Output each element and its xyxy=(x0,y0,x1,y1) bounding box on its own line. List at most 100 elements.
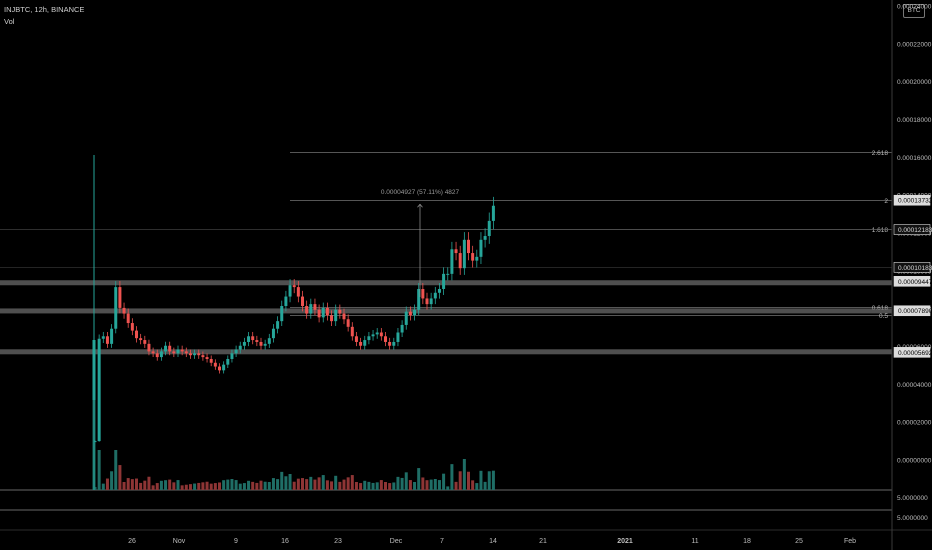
candle-body xyxy=(417,288,421,310)
price-label-box xyxy=(893,194,931,206)
volume-bar xyxy=(359,483,363,490)
volume-bar xyxy=(255,482,259,490)
x-tick-label: 2021 xyxy=(617,538,633,545)
candle-body xyxy=(230,353,234,359)
candle-body xyxy=(172,351,176,354)
volume-bar xyxy=(193,483,197,490)
volume-bar xyxy=(205,481,209,490)
candle-body xyxy=(475,256,479,261)
candle-body xyxy=(105,336,109,344)
candle-body xyxy=(280,306,284,322)
candle-body xyxy=(151,351,155,354)
volume-bar xyxy=(130,479,134,490)
x-tick-label: 18 xyxy=(743,538,751,545)
volume-bar xyxy=(334,475,338,490)
candle-body xyxy=(213,362,217,367)
candle-body xyxy=(168,345,172,352)
volume-bar xyxy=(172,482,176,490)
volume-bar xyxy=(305,479,309,490)
volume-bar xyxy=(384,482,387,490)
candle-body xyxy=(93,441,97,443)
candle-body xyxy=(413,309,417,316)
volume-bar xyxy=(259,480,263,490)
volume-bar xyxy=(143,480,147,490)
volume-bar xyxy=(425,480,429,490)
volume-bar xyxy=(429,479,433,490)
volume-bar xyxy=(151,485,155,490)
volume-bar xyxy=(280,471,284,490)
volume-bar xyxy=(284,476,288,490)
volume-bar xyxy=(110,471,114,490)
chart-legend: INJBTC, 12h, BINANCE Vol xyxy=(4,4,84,28)
candle-body xyxy=(367,336,371,341)
price-label: 0.00009447 xyxy=(898,279,932,286)
volume-bar xyxy=(180,485,184,490)
volume-bar xyxy=(201,482,205,490)
candle-body xyxy=(446,273,450,275)
candle-body xyxy=(462,239,466,269)
volume-indicator-label[interactable]: Vol xyxy=(4,17,15,26)
candle-body xyxy=(305,306,309,314)
volume-bar xyxy=(442,473,446,490)
volume-bar xyxy=(234,480,238,490)
support-band xyxy=(0,308,892,314)
candle-body xyxy=(404,311,408,325)
volume-bar xyxy=(147,476,151,490)
volume-bar xyxy=(242,483,246,490)
support-bands xyxy=(0,280,892,355)
currency-unit-badge[interactable]: BTC xyxy=(903,4,925,18)
candle-body xyxy=(471,253,475,261)
y-tick-label: 0.00024000 xyxy=(897,4,932,11)
volume-bar xyxy=(168,479,172,490)
candle-body xyxy=(384,336,387,342)
x-tick-label: Nov xyxy=(173,538,186,545)
candle-body xyxy=(97,338,101,442)
price-label: 0.00010183 xyxy=(898,265,932,272)
candle-body xyxy=(276,321,280,329)
volume-bar xyxy=(164,480,168,490)
price-label: 0.00013732 xyxy=(898,198,932,205)
y-tick-label: 0.00016000 xyxy=(897,155,932,162)
y-tick-label: 0.00020000 xyxy=(897,79,932,86)
volume-bar xyxy=(267,482,271,490)
volume-bar xyxy=(184,484,188,490)
candle-body xyxy=(363,340,367,346)
volume-bar xyxy=(155,483,159,490)
fib-label: 2.618 xyxy=(872,150,889,157)
sub-panes: 5.0000000 5.0000000 xyxy=(0,489,932,531)
volume-bar xyxy=(446,486,450,490)
candle-body xyxy=(421,288,425,299)
candle-body xyxy=(218,366,221,371)
volume-bars xyxy=(92,395,495,490)
price-axis[interactable]: 0.00024000 0.00022000 0.00020000 0.00018000… xyxy=(891,0,932,550)
volume-bar xyxy=(271,478,275,490)
candle-body xyxy=(342,313,346,320)
candle-body xyxy=(388,341,392,346)
candle-body xyxy=(184,351,188,354)
candle-body xyxy=(226,358,230,365)
y-tick-label: 0.00018000 xyxy=(897,117,932,124)
support-band xyxy=(0,280,892,286)
volume-bar xyxy=(135,478,138,490)
candle-body xyxy=(143,340,147,344)
symbol-title: INJBTC, 12h, BINANCE xyxy=(4,5,85,14)
candle-body xyxy=(454,249,458,254)
x-tick-label: 21 xyxy=(539,538,547,545)
candle-body xyxy=(350,326,354,337)
volume-bar xyxy=(367,481,371,490)
candle-body xyxy=(375,332,379,335)
sub-pane-label: 5.0000000 xyxy=(897,515,928,522)
volume-bar xyxy=(296,478,300,490)
volume-bar xyxy=(118,465,122,490)
volume-bar xyxy=(226,479,230,490)
time-axis[interactable]: 26 Nov 9 16 23 Dec 7 14 21 2021 11 18 25 Feb xyxy=(128,538,856,545)
candle-body xyxy=(437,288,441,293)
y-tick-label: 0.00022000 xyxy=(897,41,932,48)
volume-bar xyxy=(417,468,421,490)
measure-tool: 0.00004927 (57.11%) 4827 xyxy=(381,189,460,297)
support-band xyxy=(0,349,892,355)
volume-bar xyxy=(288,474,292,490)
candles xyxy=(92,155,495,490)
volume-bar xyxy=(487,471,491,490)
